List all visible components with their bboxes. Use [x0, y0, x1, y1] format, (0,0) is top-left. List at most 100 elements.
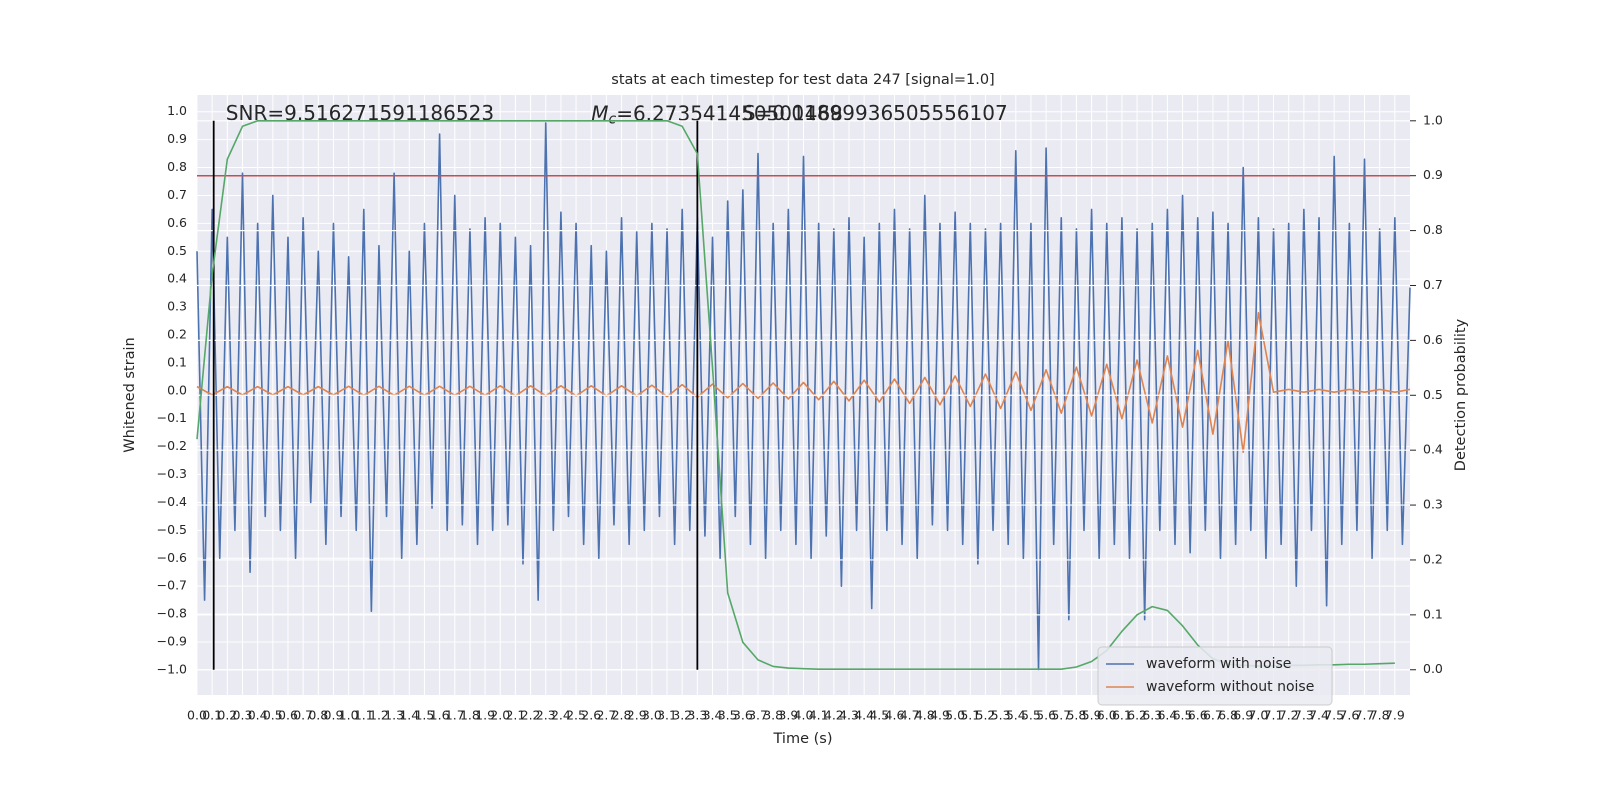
series-line [196, 120, 1395, 670]
annotation-part: M [591, 101, 608, 125]
y-tick-label: 0.8 [167, 159, 187, 174]
x-tick-label: 5.8 [1066, 708, 1086, 723]
x-tick-label: 2.9 [627, 708, 647, 723]
y2-tick-label: 0.8 [1423, 222, 1443, 237]
x-tick-label: 6.9 [1233, 708, 1253, 723]
x-tick-label: 4.1 [809, 708, 829, 723]
x-tick-label: 0.0 [187, 708, 207, 723]
y-tick-label: −0.1 [157, 410, 187, 425]
x-tick-label: 7.1 [1264, 708, 1284, 723]
x-tick-label: 2.4 [551, 708, 571, 723]
x-tick-label: 5.2 [976, 708, 996, 723]
y-tick-label: 0.3 [167, 299, 187, 314]
y-tick-label: −0.3 [157, 466, 187, 481]
y-tick-label: −0.7 [157, 578, 187, 593]
x-tick-label: 5.5 [1021, 708, 1041, 723]
x-tick-label: 3.9 [778, 708, 798, 723]
x-tick-label: 7.4 [1309, 708, 1329, 723]
x-tick-label: 2.2 [521, 708, 541, 723]
annotation: S=0.01899936505556107 [743, 101, 1008, 125]
x-tick-label: 3.5 [718, 708, 738, 723]
x-tick-label: 6.4 [1157, 708, 1177, 723]
y-tick-label: −0.2 [157, 438, 187, 453]
legend-box [1097, 646, 1333, 706]
x-tick-label: 4.7 [900, 708, 920, 723]
x-tick-label: 7.7 [1355, 708, 1375, 723]
x-tick-label: 4.4 [854, 708, 874, 723]
x-tick-label: 5.4 [1006, 708, 1026, 723]
x-tick-label: 1.9 [475, 708, 495, 723]
x-tick-label: 3.6 [733, 708, 753, 723]
x-tick-label: 2.3 [536, 708, 556, 723]
x-tick-label: 1.3 [384, 708, 404, 723]
y-tick-label: 0.4 [167, 271, 187, 286]
x-tick-label: 4.2 [824, 708, 844, 723]
annotation: SNR=9.516271591186523 [226, 101, 494, 125]
x-tick-label: 0.9 [324, 708, 344, 723]
x-tick-label: 2.6 [581, 708, 601, 723]
x-tick-label: 0.3 [233, 708, 253, 723]
x-tick-label: 7.2 [1279, 708, 1299, 723]
x-tick-label: 1.1 [354, 708, 374, 723]
x-tick-label: 7.5 [1324, 708, 1344, 723]
chart-title: stats at each timestep for test data 247… [611, 72, 994, 88]
x-tick-label: 0.8 [308, 708, 328, 723]
y-tick-label: 0.7 [167, 187, 187, 202]
legend-label: waveform without noise [1146, 679, 1314, 695]
x-tick-label: 7.9 [1385, 708, 1405, 723]
legend-label: waveform with noise [1146, 656, 1291, 672]
x-axis-label: Time (s) [773, 731, 833, 747]
y-tick-label: 0.0 [167, 382, 187, 397]
y-tick-label: 0.2 [167, 327, 187, 342]
x-tick-label: 3.2 [672, 708, 692, 723]
x-tick-label: 6.2 [1127, 708, 1147, 723]
y-tick-label: −0.6 [157, 550, 187, 565]
y-tick-label: −0.4 [157, 494, 187, 509]
x-tick-label: 5.3 [991, 708, 1011, 723]
x-tick-label: 2.7 [596, 708, 616, 723]
x-tick-label: 5.9 [1082, 708, 1102, 723]
x-tick-label: 1.7 [445, 708, 465, 723]
x-tick-label: 3.7 [748, 708, 768, 723]
y-axis-label: Whitened strain [122, 337, 138, 452]
x-tick-label: 0.7 [293, 708, 313, 723]
x-tick-label: 0.4 [248, 708, 268, 723]
x-tick-label: 1.8 [460, 708, 480, 723]
x-tick-label: 6.1 [1112, 708, 1132, 723]
y-tick-label: −0.5 [157, 522, 187, 537]
y-tick-label: 0.5 [167, 243, 187, 258]
annotation-part: c [608, 112, 616, 128]
y2-tick-label: 0.6 [1423, 332, 1443, 347]
x-tick-label: 0.1 [202, 708, 222, 723]
x-tick-label: 7.6 [1339, 708, 1359, 723]
y2-tick-label: 0.7 [1423, 277, 1443, 292]
x-tick-label: 2.5 [566, 708, 586, 723]
y-tick-label: −0.9 [157, 633, 187, 648]
x-tick-label: 5.0 [945, 708, 965, 723]
y2-tick-label: 0.5 [1423, 387, 1443, 402]
x-tick-label: 3.4 [703, 708, 723, 723]
x-tick-label: 6.6 [1188, 708, 1208, 723]
x-tick-label: 5.6 [1036, 708, 1056, 723]
series-line [196, 122, 1411, 671]
x-tick-label: 7.0 [1248, 708, 1268, 723]
x-tick-label: 2.8 [612, 708, 632, 723]
x-tick-label: 2.0 [490, 708, 510, 723]
y-tick-label: 0.1 [167, 354, 187, 369]
y2-tick-label: 0.2 [1423, 551, 1443, 566]
x-tick-label: 6.8 [1218, 708, 1238, 723]
x-tick-label: 1.2 [369, 708, 389, 723]
y2-tick-label: 0.1 [1423, 606, 1443, 621]
y-tick-label: 0.6 [167, 215, 187, 230]
x-tick-label: 5.1 [960, 708, 980, 723]
x-tick-label: 4.3 [839, 708, 859, 723]
x-tick-label: 4.0 [794, 708, 814, 723]
x-tick-label: 7.8 [1370, 708, 1390, 723]
x-tick-label: 0.2 [217, 708, 237, 723]
y2-tick-label: 0.0 [1423, 661, 1443, 676]
x-tick-label: 6.7 [1203, 708, 1223, 723]
series-line [196, 311, 1411, 454]
x-tick-label: 0.5 [263, 708, 283, 723]
y2-axis-label: Detection probability [1453, 318, 1469, 471]
